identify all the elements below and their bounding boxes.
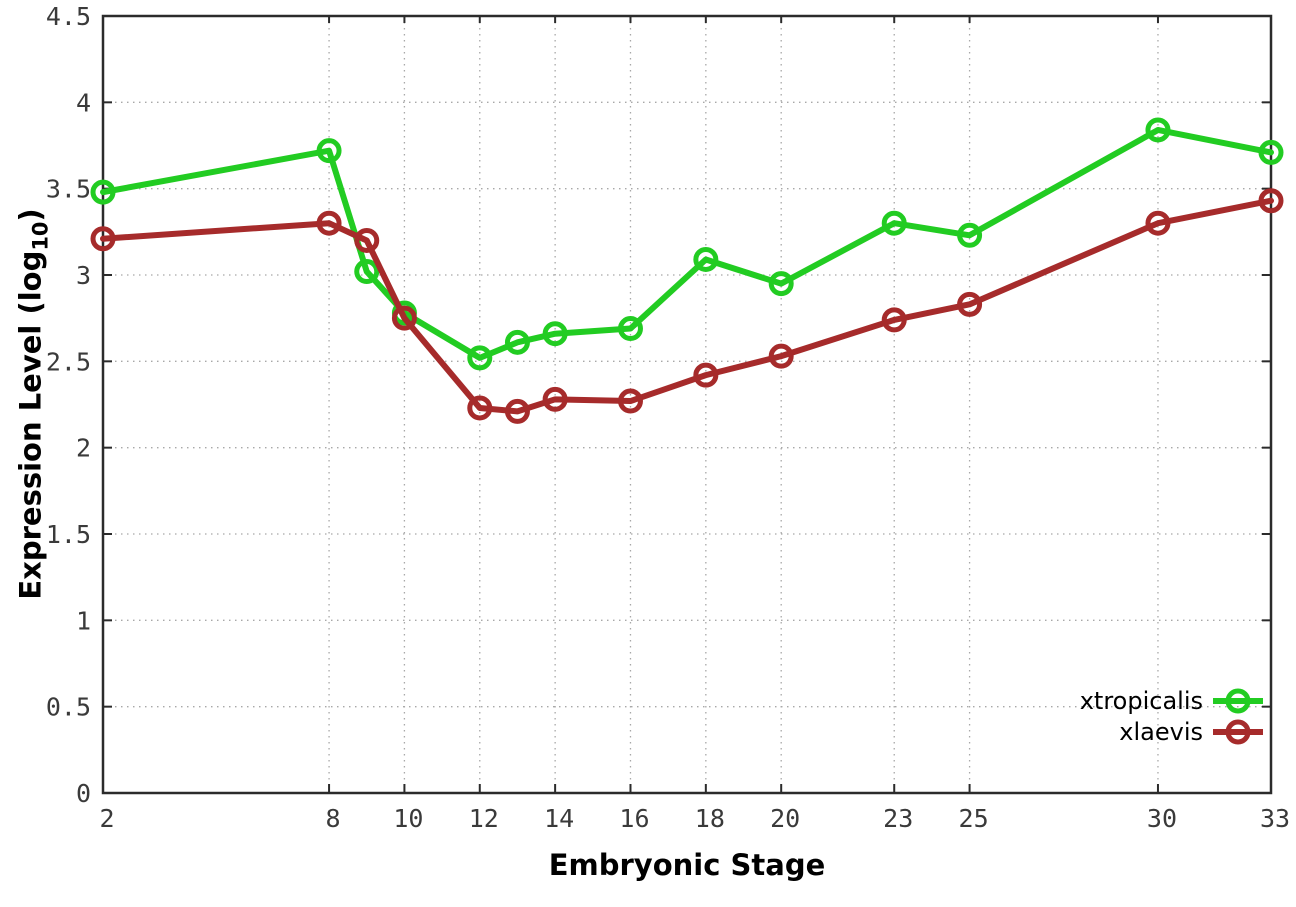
y-tick-label: 2.5 bbox=[46, 347, 91, 376]
y-tick-label: 4.5 bbox=[46, 2, 91, 31]
line-circle-marker-icon bbox=[1213, 719, 1263, 745]
y-tick-label: 0 bbox=[76, 779, 91, 808]
x-tick-label: 10 bbox=[393, 804, 423, 833]
legend-item-xtropicalis: xtropicalis bbox=[1080, 687, 1263, 715]
series-xlaevis bbox=[90, 188, 1284, 424]
y-axis-title: Expression Level (log10) bbox=[14, 208, 53, 599]
data-point-marker bbox=[504, 329, 530, 355]
x-tick-label: 12 bbox=[469, 804, 499, 833]
y-tick-label: 2 bbox=[76, 434, 91, 463]
data-point-marker bbox=[693, 362, 719, 388]
x-tick-label: 2 bbox=[99, 804, 114, 833]
plot-border bbox=[101, 14, 1273, 795]
x-tick-label: 16 bbox=[619, 804, 649, 833]
y-tick-label: 1 bbox=[76, 606, 91, 635]
legend-label-xlaevis: xlaevis bbox=[1119, 718, 1203, 746]
x-tick-label: 20 bbox=[770, 804, 800, 833]
data-point-marker bbox=[90, 226, 116, 252]
x-tick-label: 18 bbox=[695, 804, 725, 833]
axes-frame bbox=[101, 14, 1273, 795]
y-tick-label: 4 bbox=[76, 88, 91, 117]
tick-labels: 2 8 10 12 14 16 18 20 23 25 30 33 0 0.5 1 1.5 2 2.5 3 3.5 4 4… bbox=[46, 2, 1290, 833]
data-point-marker bbox=[881, 307, 907, 333]
data-point-marker bbox=[316, 210, 342, 236]
series-line-xlaevis bbox=[100, 197, 1274, 415]
x-tick-label: 25 bbox=[959, 804, 989, 833]
data-point-marker bbox=[617, 316, 643, 342]
data-point-marker bbox=[957, 222, 983, 248]
line-circle-marker-icon bbox=[1213, 688, 1263, 714]
data-point-marker bbox=[467, 345, 493, 371]
legend: xtropicalis xlaevis bbox=[1080, 687, 1263, 746]
y-tick-label: 3 bbox=[76, 261, 91, 290]
data-point-marker bbox=[768, 271, 794, 297]
data-point-marker bbox=[617, 388, 643, 414]
series-line-xtropicalis bbox=[100, 126, 1274, 361]
y-tick-label: 1.5 bbox=[46, 520, 91, 549]
data-point-marker bbox=[391, 305, 417, 331]
data-point-marker bbox=[1145, 210, 1171, 236]
data-point-marker bbox=[768, 343, 794, 369]
x-tick-label: 33 bbox=[1260, 804, 1290, 833]
x-tick-label: 8 bbox=[326, 804, 341, 833]
data-point-marker bbox=[90, 179, 116, 205]
gridlines bbox=[103, 16, 1271, 793]
y-axis-title-subscript: 10 bbox=[28, 221, 53, 251]
data-point-marker bbox=[316, 138, 342, 164]
data-point-marker bbox=[354, 259, 380, 285]
data-point-marker bbox=[467, 395, 493, 421]
x-tick-label: 14 bbox=[544, 804, 574, 833]
x-tick-label: 23 bbox=[883, 804, 913, 833]
data-point-marker bbox=[693, 246, 719, 272]
y-axis-title-text: Expression Level (log bbox=[13, 250, 48, 600]
x-axis-title: Embryonic Stage bbox=[548, 848, 826, 882]
data-point-marker bbox=[1258, 139, 1284, 165]
legend-item-xlaevis: xlaevis bbox=[1119, 718, 1263, 746]
data-point-marker bbox=[957, 291, 983, 317]
data-point-marker bbox=[354, 227, 380, 253]
series-xtropicalis bbox=[90, 117, 1284, 371]
data-point-marker bbox=[504, 398, 530, 424]
data-point-marker bbox=[1258, 188, 1284, 214]
y-tick-label: 0.5 bbox=[46, 693, 91, 722]
data-point-marker bbox=[542, 386, 568, 412]
y-tick-label: 3.5 bbox=[46, 175, 91, 204]
data-point-marker bbox=[1145, 117, 1171, 143]
data-point-marker bbox=[881, 210, 907, 236]
data-series bbox=[90, 117, 1284, 424]
y-axis-title-close: ) bbox=[13, 208, 48, 222]
data-point-marker bbox=[542, 321, 568, 347]
legend-label-xtropicalis: xtropicalis bbox=[1079, 687, 1203, 715]
x-tick-label: 30 bbox=[1147, 804, 1177, 833]
